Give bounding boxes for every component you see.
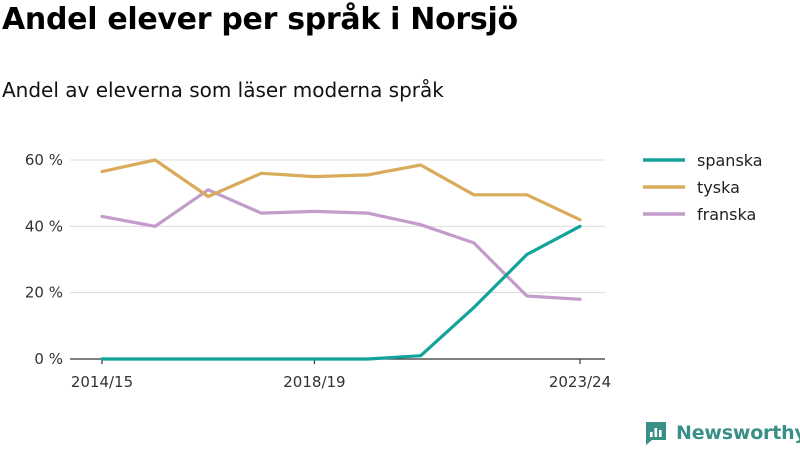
y-tick-label: 40 % [25, 217, 63, 235]
legend-label-spanska: spanska [697, 151, 763, 170]
legend-label-franska: franska [697, 205, 756, 224]
series-line-tyska [100, 158, 582, 222]
legend-label-tyska: tyska [697, 178, 740, 197]
series-line-spanska [100, 224, 582, 361]
brand-name: Newsworthy [676, 422, 800, 444]
y-tick-label: 0 % [34, 350, 63, 368]
y-tick-label: 60 % [25, 151, 63, 169]
y-tick-label: 20 % [25, 284, 63, 302]
newsworthy-logo-icon [646, 422, 666, 445]
x-tick-label: 2018/19 [283, 373, 345, 391]
chart-subtitle: Andel av eleverna som läser moderna språ… [2, 78, 444, 102]
x-tick-label: 2014/15 [71, 373, 133, 391]
x-tick-label: 2023/24 [549, 373, 611, 391]
series-line-franska [100, 188, 582, 301]
chart-title: Andel elever per språk i Norsjö [2, 2, 518, 37]
brand-logo: Newsworthy [644, 420, 800, 446]
